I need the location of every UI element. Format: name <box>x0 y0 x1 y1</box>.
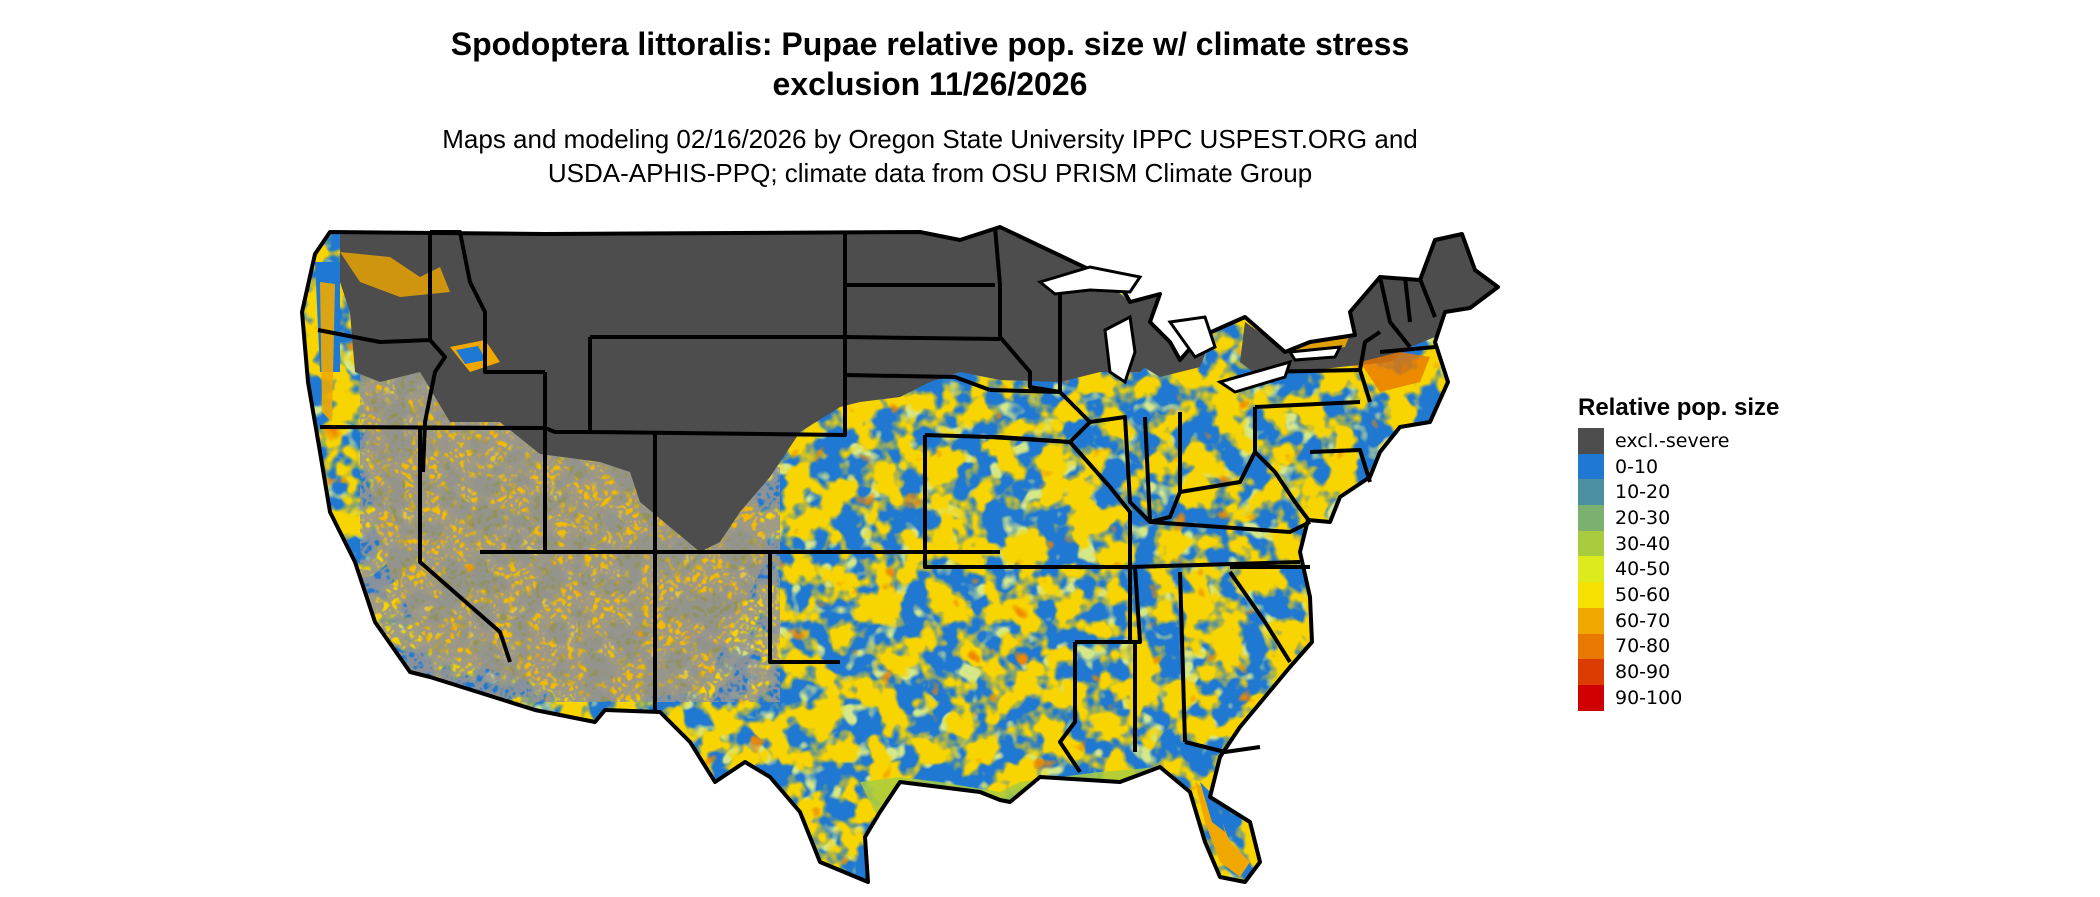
legend-label: 60-70 <box>1615 609 1671 632</box>
us-map <box>300 222 1540 892</box>
map-subtitle-line2: USDA-APHIS-PPQ; climate data from OSU PR… <box>547 158 1313 188</box>
legend-label: 80-90 <box>1615 661 1671 684</box>
legend-swatch <box>1578 479 1604 506</box>
legend-label: 0-10 <box>1615 455 1659 478</box>
legend-swatch <box>1578 453 1604 480</box>
legend-swatch <box>1578 428 1604 454</box>
legend-label: 10-20 <box>1615 481 1671 504</box>
legend-item: 80-90 <box>1578 659 1779 685</box>
map-title-line1: Spodoptera littoralis: Pupae relative po… <box>450 26 1410 62</box>
legend-swatch <box>1578 659 1604 685</box>
state-boundaries <box>300 225 1500 884</box>
map-subtitle: Maps and modeling 02/16/2026 by Oregon S… <box>0 122 1860 190</box>
legend-item: 0-10 <box>1578 453 1779 480</box>
legend-title: Relative pop. size <box>1578 394 1780 421</box>
map-title: Spodoptera littoralis: Pupae relative po… <box>0 24 1860 104</box>
legend-label: 30-40 <box>1615 532 1671 555</box>
legend-swatch <box>1578 633 1604 660</box>
map-subtitle-line1: Maps and modeling 02/16/2026 by Oregon S… <box>442 124 1418 154</box>
legend-swatch <box>1578 607 1604 634</box>
legend-item: excl.-severe <box>1578 428 1779 454</box>
legend-items: excl.-severe 0-10 10-20 20-30 30-40 40-50 50-6… <box>1578 428 1779 711</box>
legend-item: 30-40 <box>1578 530 1779 557</box>
great-lakes <box>1036 265 1343 394</box>
legend-item: 40-50 <box>1578 556 1779 583</box>
map-title-line2: exclusion 11/26/2026 <box>772 66 1088 102</box>
legend-swatch <box>1578 556 1604 583</box>
legend-item: 10-20 <box>1578 479 1779 506</box>
legend-label: 20-30 <box>1615 506 1671 529</box>
legend-swatch <box>1578 505 1604 531</box>
legend-label: 90-100 <box>1615 686 1683 709</box>
legend-label: 40-50 <box>1615 558 1671 581</box>
legend-label: 50-60 <box>1615 583 1671 606</box>
legend-label: excl.-severe <box>1615 429 1730 452</box>
legend-swatch <box>1578 582 1604 608</box>
legend-item: 50-60 <box>1578 582 1779 608</box>
legend-item: 60-70 <box>1578 607 1779 634</box>
legend-item: 70-80 <box>1578 633 1779 660</box>
legend-swatch <box>1578 530 1604 557</box>
legend-swatch <box>1578 684 1604 711</box>
legend-label: 70-80 <box>1615 635 1671 658</box>
legend-item: 20-30 <box>1578 505 1779 531</box>
legend: Relative pop. size excl.-severe 0-10 10-20… <box>1578 392 1779 711</box>
legend-item: 90-100 <box>1578 684 1779 711</box>
